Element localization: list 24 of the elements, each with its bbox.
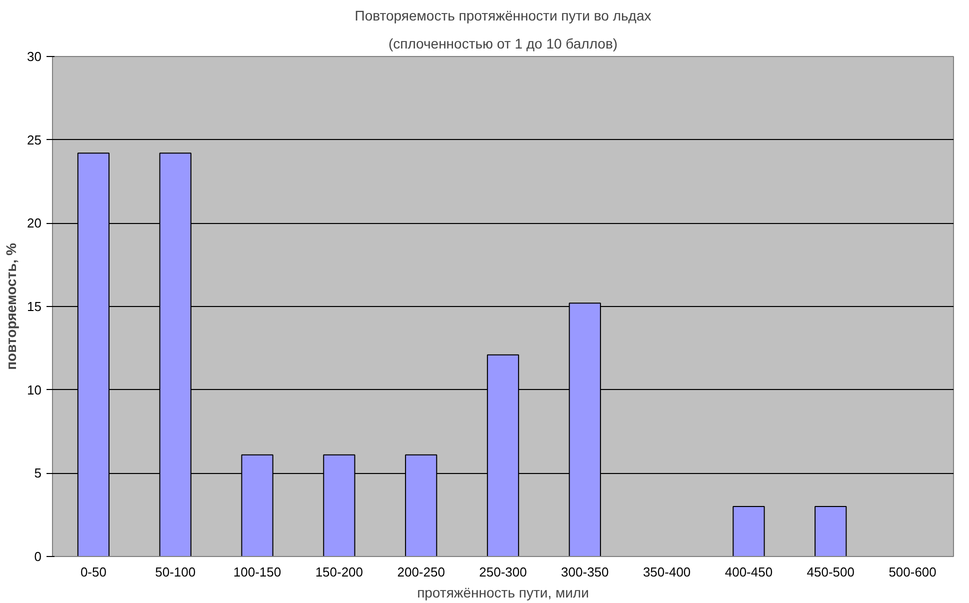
- x-tick-label: 0-50: [80, 564, 106, 580]
- bar: [732, 506, 765, 556]
- x-tick-label: 400-450: [724, 564, 773, 580]
- x-tick-label: 450-500: [806, 564, 854, 580]
- x-tick-label: 350-400: [642, 564, 691, 580]
- x-tick-label: 300-350: [561, 564, 609, 580]
- x-tick-label: 50-100: [155, 564, 196, 580]
- x-tick-label: 500-600: [888, 564, 936, 580]
- x-axis-title: протяжённость пути, мили: [417, 584, 589, 600]
- y-axis-title: повторяемость, %: [3, 242, 20, 370]
- chart-subtitle: (сплоченностью от 1 до 10 баллов): [388, 36, 618, 52]
- y-tick-label: 30: [27, 49, 42, 64]
- chart-title: Повторяемость протяжённости пути во льдах: [354, 8, 652, 24]
- x-tick-label: 150-200: [315, 564, 364, 580]
- y-tick-label: 15: [27, 299, 42, 314]
- y-tick-label: 5: [34, 466, 42, 481]
- y-tick-label: 25: [27, 132, 42, 148]
- y-tick-label: 10: [27, 382, 42, 398]
- x-tick-label: 250-300: [479, 564, 527, 580]
- y-tick-label: 20: [27, 216, 42, 231]
- bar: [814, 506, 847, 556]
- x-tick-label: 100-150: [233, 564, 282, 580]
- x-tick-label: 200-250: [397, 564, 445, 580]
- y-tick-label: 0: [34, 549, 42, 564]
